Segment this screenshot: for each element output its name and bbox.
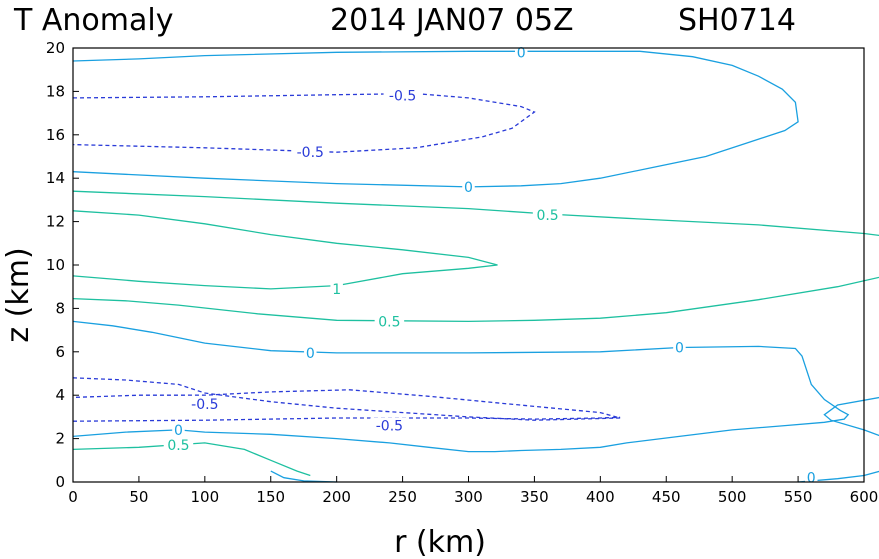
contour-label: -0.5 — [389, 89, 416, 105]
contour-label: 0.5 — [536, 208, 558, 224]
x-axis-label: r (km) — [394, 525, 486, 559]
contour-label: -0.5 — [297, 145, 324, 161]
x-tick-label: 550 — [784, 488, 813, 506]
contour-label-bg — [291, 144, 330, 161]
contour-label-bg — [304, 344, 317, 361]
contour-line-pos0_5-8 — [72, 190, 879, 323]
contour-label: 0 — [464, 180, 473, 196]
x-tick-label: 450 — [652, 488, 681, 506]
contour-lines — [72, 50, 879, 483]
contour-label-bg — [673, 339, 686, 356]
y-tick-label: 14 — [46, 169, 65, 187]
contour-line-pos0_5-9 — [72, 442, 311, 477]
contour-label-bg — [383, 87, 422, 104]
y-tick-label: 4 — [55, 386, 65, 404]
contour-label-bg — [462, 178, 475, 195]
y-tick-label: 18 — [46, 82, 65, 100]
plot-frame — [72, 47, 865, 483]
contour-line-pos1-10 — [72, 210, 498, 290]
x-tick-label: 600 — [850, 488, 879, 506]
x-tick-label: 250 — [388, 488, 417, 506]
chart-title-left: T Anomaly — [13, 3, 173, 38]
x-tick-label: 200 — [322, 488, 351, 506]
contour-label: 0 — [517, 45, 526, 61]
contour-label: 0.5 — [378, 314, 400, 330]
contour-label-bg — [370, 417, 409, 434]
contour-label-bg — [163, 437, 194, 454]
contour-line-pos0-0 — [72, 50, 799, 188]
y-tick-label: 8 — [55, 299, 65, 317]
contour-label: 0 — [306, 346, 315, 362]
y-tick-label: 0 — [55, 473, 65, 491]
y-axis-label: z (km) — [1, 247, 36, 342]
contour-label: 0 — [675, 340, 684, 356]
contour-line-neg0_5-6 — [72, 377, 621, 421]
contour-label-bg — [172, 421, 185, 438]
contour-label: 0 — [174, 423, 183, 439]
contour-label-bg — [374, 313, 405, 330]
x-tick-label: 350 — [520, 488, 549, 506]
x-tick-label: 400 — [586, 488, 615, 506]
x-tick-label: 500 — [718, 488, 747, 506]
contour-line-pos0-3 — [798, 470, 879, 483]
x-tick-label: 300 — [454, 488, 483, 506]
chart-title-storm: SH0714 — [678, 3, 796, 38]
y-tick-label: 20 — [46, 39, 65, 57]
y-tick-label: 6 — [55, 343, 65, 361]
y-tick-label: 2 — [55, 430, 65, 448]
contour-line-pos0-1 — [72, 320, 850, 453]
contour-label: 1 — [332, 282, 341, 298]
contour-label-bg — [330, 280, 343, 297]
x-tick-label: 50 — [129, 488, 148, 506]
contour-labels: 0 0 0 0 0 0 -0.5 -0.5 -0.5 -0.5 0.5 0.5 0.5 1 — [163, 44, 818, 487]
axis-ticks: 0 50 100 150 200 250 300 350 400 450 500 550 6000246… — [46, 39, 878, 506]
chart-title-date: 2014 JAN07 05Z — [330, 3, 574, 38]
contour-line-pos0-4 — [823, 396, 879, 437]
contour-label: -0.5 — [376, 419, 403, 435]
contour-label-bg — [532, 207, 563, 224]
contour-line-neg0_5-7 — [72, 416, 621, 422]
contour-label: -0.5 — [191, 397, 218, 413]
x-tick-label: 100 — [191, 488, 220, 506]
contour-label: 0 — [807, 471, 816, 487]
y-tick-label: 16 — [46, 126, 65, 144]
x-tick-label: 0 — [68, 488, 78, 506]
contour-line-neg0_5-5 — [72, 92, 536, 153]
y-tick-label: 10 — [46, 256, 65, 274]
x-tick-label: 150 — [256, 488, 285, 506]
contour-label: 0.5 — [167, 438, 189, 454]
y-tick-label: 12 — [46, 213, 65, 231]
contour-label-bg — [185, 395, 224, 412]
